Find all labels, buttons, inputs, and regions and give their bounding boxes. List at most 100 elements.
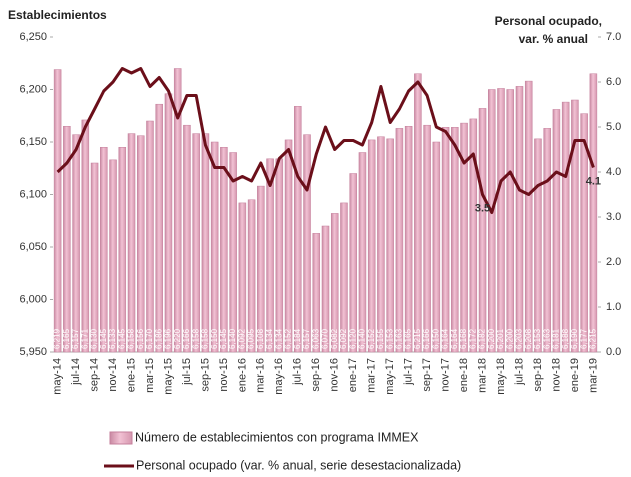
bar-value-label: 6,164 [450, 328, 459, 349]
bar [349, 173, 357, 353]
bar-value-label: 6,166 [422, 328, 431, 349]
y2-tick-label: 7.0 [606, 31, 621, 43]
y2-axis-title: Personal ocupado, [495, 14, 602, 28]
bar-value-label: 6,201 [496, 328, 505, 349]
bar-value-label: 6,152 [367, 328, 376, 349]
bar [284, 139, 293, 353]
bar-value-label: 6,157 [302, 328, 311, 349]
bar-value-label: 6,163 [542, 328, 551, 349]
bar-value-label: 6,208 [524, 328, 533, 349]
x-tick-label: may-18 [495, 358, 507, 395]
y2-tick-label: 3.0 [606, 211, 621, 223]
line-value-label: 4.1 [586, 175, 601, 187]
bar [589, 73, 598, 353]
y-tick-label: 6,200 [19, 83, 47, 95]
bar [386, 138, 394, 353]
x-tick-label: ene-17 [347, 358, 359, 392]
bar-value-label: 6,095 [247, 328, 256, 349]
bar-value-label: 6,153 [533, 328, 542, 349]
bar [183, 124, 191, 353]
bar-value-label: 6,203 [515, 328, 524, 349]
bar-value-label: 6,177 [579, 328, 588, 349]
bar-value-label: 6,134 [274, 328, 283, 349]
x-tick-label: jul-18 [513, 358, 525, 386]
bar [451, 127, 459, 353]
bar-value-label: 6,182 [478, 328, 487, 349]
y2-tick-label: 1.0 [606, 301, 621, 313]
bar [72, 134, 80, 353]
bar-value-label: 6,172 [468, 328, 477, 349]
x-tick-label: sep-14 [88, 358, 100, 392]
x-tick-label: sep-17 [421, 358, 433, 392]
bar [534, 138, 542, 353]
x-tick-label: sep-15 [199, 358, 211, 392]
bar-value-label: 6,181 [552, 328, 561, 349]
bar [53, 69, 62, 353]
bar [100, 147, 108, 353]
bar [340, 202, 348, 353]
bar [312, 233, 321, 353]
x-tick-label: jul-15 [181, 358, 193, 386]
bar [469, 118, 478, 353]
bar [90, 162, 99, 353]
bar-value-label: 6,184 [293, 328, 302, 349]
bar [478, 108, 487, 353]
bar-value-label: 6,215 [588, 328, 597, 349]
bar [303, 134, 311, 353]
bar-value-label: 6,215 [413, 328, 422, 349]
bar-value-label: 6,150 [431, 328, 440, 349]
bar-value-label: 6,133 [108, 328, 117, 349]
x-tick-label: jul-16 [292, 358, 304, 386]
bar-value-label: 6,200 [487, 328, 496, 349]
y2-tick-label: 2.0 [606, 256, 621, 268]
x-tick-label: jul-17 [403, 358, 415, 386]
y2-tick-label: 0.0 [606, 346, 621, 358]
bar-value-label: 6,166 [182, 328, 191, 349]
x-tick-label: nov-17 [439, 358, 451, 392]
bar-value-label: 6,188 [561, 328, 570, 349]
bar [247, 199, 256, 353]
y-tick-label: 6,000 [19, 293, 47, 305]
x-tick-label: mar-17 [366, 358, 378, 393]
bar-value-label: 6,163 [395, 328, 404, 349]
x-tick-label: nov-15 [218, 358, 230, 392]
x-tick-label: nov-16 [329, 358, 341, 392]
bar-value-label: 6,145 [117, 328, 126, 349]
bar [580, 113, 588, 353]
bar [321, 225, 330, 353]
x-tick-label: may-17 [384, 358, 396, 395]
bar [201, 133, 210, 353]
bar-value-label: 6,220 [173, 328, 182, 349]
y2-tick-label: 6.0 [606, 76, 621, 88]
bar-value-label: 6,145 [99, 328, 108, 349]
x-tick-label: ene-16 [236, 358, 248, 392]
bar-value-label: 6,158 [191, 328, 200, 349]
bar [173, 68, 182, 353]
bar [229, 152, 237, 353]
bar [571, 99, 579, 353]
bar-value-label: 6,219 [53, 328, 62, 349]
x-tick-label: nov-14 [107, 358, 119, 392]
bar [377, 136, 385, 353]
bar [164, 93, 173, 353]
bar [210, 141, 219, 353]
bar [155, 103, 163, 353]
y-axis-title: Establecimientos [8, 8, 107, 22]
bar-value-label: 6,140 [358, 328, 367, 349]
line [56, 67, 595, 214]
x-tick-label: may-16 [273, 358, 285, 395]
y-tick-label: 6,050 [19, 241, 47, 253]
x-tick-label: may-14 [52, 358, 64, 395]
bar-value-label: 6,153 [385, 328, 394, 349]
bar-value-label: 6,165 [62, 328, 71, 349]
x-tick-label: ene-18 [458, 358, 470, 392]
bar-value-label: 6,152 [284, 328, 293, 349]
bar [543, 128, 551, 353]
bar [81, 119, 90, 353]
bar [488, 89, 496, 353]
bar [109, 159, 117, 353]
bar [63, 126, 71, 353]
bar [515, 86, 524, 353]
x-tick-label: sep-18 [532, 358, 544, 392]
x-tick-label: ene-19 [569, 358, 581, 392]
